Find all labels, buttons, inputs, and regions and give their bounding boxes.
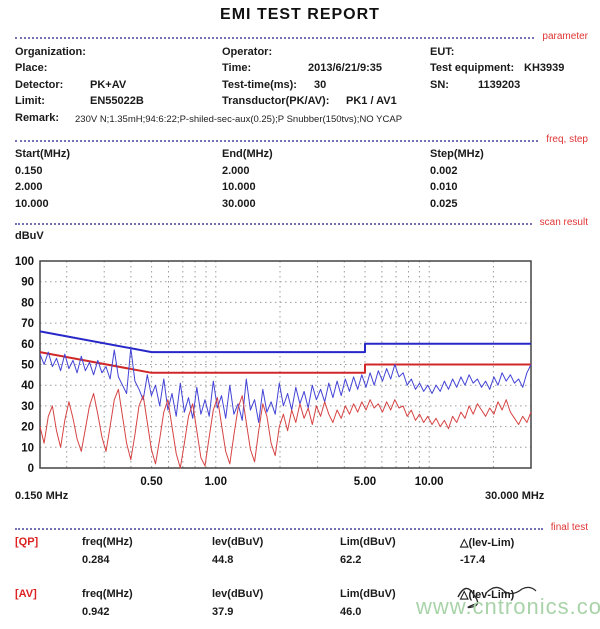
y-tick-label: 10 (21, 442, 34, 454)
separator-parameter: parameter (15, 29, 588, 42)
sn-value: 1139203 (478, 79, 521, 91)
detector-value: PK+AV (90, 79, 127, 91)
x-tick-label: 10.00 (415, 476, 444, 488)
x-axis-start-label: 0.150 MHz (15, 490, 69, 502)
av-limit-en55022b-line (39, 351, 531, 374)
x-axis-end-label: 30.000 MHz (485, 490, 545, 502)
dotted-divider (15, 528, 543, 530)
y-tick-label: 70 (21, 318, 34, 330)
operator-label: Operator: (222, 46, 273, 58)
av-tag: [AV] (15, 588, 37, 600)
av-value-lim: 46.0 (340, 606, 362, 618)
qp-header-lev: lev(dBuV) (212, 536, 264, 548)
qp-header-delta: △(lev-Lim) (460, 537, 515, 549)
y-tick-label: 60 (21, 339, 34, 351)
section-label-freq-step: freq, step (546, 134, 588, 145)
freq-table-header-start: Start(MHz) (15, 148, 70, 160)
eut-label: EUT: (430, 46, 455, 58)
av-scan-line (39, 388, 532, 469)
freq-start-cell: 10.000 (15, 198, 49, 210)
y-tick-label: 90 (21, 277, 34, 289)
dotted-divider (15, 223, 532, 225)
remark-value: 230V N;1.35mH;94:6:22;P-shiled-sec-aux(0… (75, 114, 403, 125)
dotted-divider (15, 37, 535, 39)
freq-start-cell: 0.150 (15, 165, 43, 177)
qp-limit-en55022b-line (39, 330, 531, 354)
test-equipment-value: KH3939 (524, 62, 565, 74)
dotted-divider (15, 140, 539, 142)
freq-table-header-step: Step(MHz) (430, 148, 484, 160)
separator-scan-result: scan result (15, 215, 588, 228)
place-label: Place: (15, 62, 48, 74)
av-header-lim: Lim(dBuV) (340, 588, 396, 600)
organization-label: Organization: (15, 46, 86, 58)
section-label-final-test: final test (550, 522, 588, 533)
freq-end-cell: 10.000 (222, 181, 256, 193)
watermark-text: www.cntronics.com (416, 594, 600, 619)
y-axis-unit-label: dBuV (15, 230, 44, 242)
y-tick-label: 30 (21, 401, 34, 413)
freq-end-cell: 2.000 (222, 165, 250, 177)
freq-start-cell: 2.000 (15, 181, 43, 193)
freq-table-header-end: End(MHz) (222, 148, 273, 160)
separator-freq-step: freq, step (15, 132, 588, 145)
transductor-label: Transductor(PK/AV): (222, 95, 330, 107)
freq-end-cell: 30.000 (222, 198, 256, 210)
y-tick-label: 80 (21, 297, 34, 309)
sn-label: SN: (430, 79, 449, 91)
time-value: 2013/6/21/9:35 (308, 62, 383, 74)
qp-value-lev: 44.8 (212, 554, 234, 566)
test-time-label: Test-time(ms): (222, 79, 297, 91)
qp-value-freq: 0.284 (82, 554, 110, 566)
transductor-value: PK1 / AV1 (346, 95, 397, 107)
freq-step-cell: 0.010 (430, 181, 458, 193)
qp-value-delta: -17.4 (460, 554, 486, 566)
test-time-value: 30 (314, 79, 327, 91)
section-label-scan-result: scan result (539, 217, 588, 228)
page-title: EMI TEST REPORT (220, 6, 380, 23)
time-label: Time: (222, 62, 252, 74)
av-header-freq: freq(MHz) (82, 588, 133, 600)
y-tick-label: 50 (21, 360, 34, 372)
chart-canvas: 0 10 20 30 40 50 60 70 80 90 100 0.50 1.00 5.00 10.00 (15, 256, 532, 488)
y-tick-label: 40 (21, 380, 34, 392)
remark-label: Remark: (15, 112, 60, 124)
emi-scan-chart: 0 10 20 30 40 50 60 70 80 90 100 0.50 1.00 5.00 10.00 (0, 248, 600, 510)
test-equipment-label: Test equipment: (430, 62, 515, 74)
separator-final-test: final test (15, 520, 588, 533)
handwritten-scribble (457, 586, 537, 609)
x-tick-label: 0.50 (140, 476, 162, 488)
limit-label: Limit: (15, 95, 45, 107)
y-tick-label: 20 (21, 422, 34, 434)
pk-scan-line (39, 347, 532, 423)
freq-step-cell: 0.002 (430, 165, 458, 177)
x-tick-label: 5.00 (354, 476, 376, 488)
y-tick-label: 0 (28, 463, 34, 475)
freq-step-cell: 0.025 (430, 198, 458, 210)
limit-value: EN55022B (90, 95, 144, 107)
av-value-lev: 37.9 (212, 606, 234, 618)
section-label-parameter: parameter (542, 31, 588, 42)
av-value-freq: 0.942 (82, 606, 110, 618)
y-tick-label: 100 (15, 256, 34, 268)
av-header-delta: △(lev-Lim) (460, 589, 515, 601)
qp-value-lim: 62.2 (340, 554, 362, 566)
av-header-lev: lev(dBuV) (212, 588, 264, 600)
qp-header-lim: Lim(dBuV) (340, 536, 396, 548)
x-tick-label: 1.00 (205, 476, 227, 488)
qp-header-freq: freq(MHz) (82, 536, 133, 548)
detector-label: Detector: (15, 79, 64, 91)
qp-tag: [QP] (15, 536, 39, 548)
